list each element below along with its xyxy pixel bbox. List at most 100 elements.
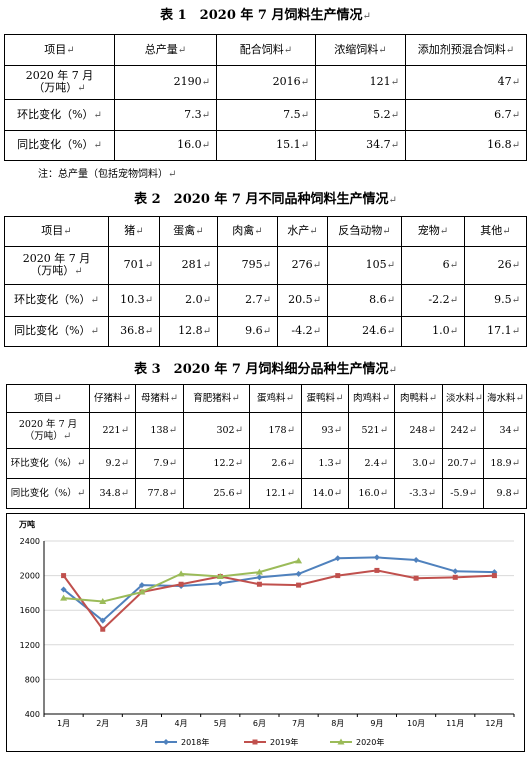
data-point-2018年 <box>452 568 459 575</box>
table1: 项目↵ 总产量↵ 配合饲料↵ 浓缩饲料↵ 添加剂预混合饲料↵ 2020 年 7 月（万吨）… <box>4 34 527 161</box>
legend-label: 2019年 <box>270 737 298 747</box>
data-point-2019年 <box>61 573 67 579</box>
data-point-2019年 <box>374 567 380 573</box>
table3-value-cell: 3.0↵ <box>394 448 443 479</box>
table3-value-cell: 93↵ <box>301 412 349 449</box>
table3-value-cell: 138↵ <box>135 412 184 449</box>
table3-value-cell: 12.2↵ <box>183 448 250 479</box>
table3-value-cell: 248↵ <box>394 412 443 449</box>
table2-title: 表 2 2020 年 7 月不同品种饲料生产情况↵ <box>134 192 397 207</box>
table2-header-cell: 肉禽↵ <box>217 216 278 247</box>
table3-value-cell: 221↵ <box>89 412 136 449</box>
table2-row-label: 同比变化（%）↵ <box>4 316 109 347</box>
table2-value-cell: 1.0↵ <box>401 316 465 347</box>
data-point-2019年 <box>335 573 341 579</box>
table3-value-cell: 7.9↵ <box>135 448 184 479</box>
table3-value-cell: 521↵ <box>348 412 395 449</box>
y-tick-label: 2400 <box>20 537 40 546</box>
series-line-2018年 <box>62 556 495 622</box>
table1-value-cell: 15.1↵ <box>216 130 316 161</box>
x-tick-label: 1月 <box>57 719 70 728</box>
data-point-2018年 <box>334 555 341 562</box>
table3-row: 同比变化（%）↵ 34.8↵ 77.8↵ 25.6↵ 12.1↵ 14.0↵ 16.0↵ -3… <box>6 478 527 509</box>
table2-value-cell: 20.5↵ <box>277 284 328 317</box>
table1-value-cell: 7.3↵ <box>114 99 217 131</box>
table1-value-cell: 34.7↵ <box>315 130 406 161</box>
table2-header-cell: 反刍动物↵ <box>327 216 402 247</box>
table2-value-cell: -4.2↵ <box>277 316 328 347</box>
table3-header-cell: 淡水料↵ <box>442 384 484 413</box>
table2-value-cell: 701↵ <box>108 246 160 285</box>
table3-value-cell: 1.3↵ <box>301 448 349 479</box>
table2-value-cell: -2.2↵ <box>401 284 465 317</box>
x-tick-label: 5月 <box>214 719 227 728</box>
y-axis-label: 万吨 <box>18 519 35 529</box>
data-point-2019年 <box>178 581 184 587</box>
table1-row-label: 环比变化（%）↵ <box>4 99 115 131</box>
data-point-2019年 <box>296 582 302 588</box>
data-point-2019年 <box>100 626 106 632</box>
table3-value-cell: 34.8↵ <box>89 478 136 509</box>
table3-row-label: 环比变化（%）↵ <box>6 448 90 479</box>
y-tick-label: 400 <box>25 710 40 719</box>
table2-header-cell: 水产↵ <box>277 216 328 247</box>
table1-row: 环比变化（%）↵ 7.3↵ 7.5↵ 5.2↵ 6.7↵ <box>4 99 527 131</box>
table2-value-cell: 795↵ <box>217 246 278 285</box>
table3-value-cell: 20.7↵ <box>442 448 484 479</box>
table3-header-row: 项目↵ 仔猪料↵ 母猪料↵ 育肥猪料↵ 蛋鸡料↵ 蛋鸭料↵ 肉鸡料↵ 肉鸭料↵ 淡水料↵ 海水料↵ <box>6 384 527 413</box>
table3-value-cell: 302↵ <box>183 412 250 449</box>
y-tick-label: 800 <box>25 675 40 684</box>
table2-value-cell: 2.0↵ <box>159 284 218 317</box>
data-point-2018年 <box>373 554 380 561</box>
chart-svg: 万吨 400 800 1200 1600 2000 2400 1月 2月 3月 4月 5月 6月 7月 8月… <box>18 519 515 747</box>
y-tick-label: 2000 <box>20 572 40 581</box>
table2-header-cell: 宠物↵ <box>401 216 465 247</box>
table1-header-cell: 添加剂预混合饲料↵ <box>405 34 527 66</box>
table2-row: 2020 年 7 月（万吨）↵ 701↵ 281↵ 795↵ 276↵ 105↵ 6↵ 26↵ <box>4 246 527 285</box>
legend-marker <box>337 738 345 745</box>
x-tick-label: 8月 <box>331 719 344 728</box>
series-line-2020年 <box>63 559 299 603</box>
table1-value-cell: 2190↵ <box>114 65 217 100</box>
table2-row: 环比变化（%）↵ 10.3↵ 2.0↵ 2.7↵ 20.5↵ 8.6↵ -2.2↵ 9.5↵ <box>4 284 527 317</box>
data-point-2018年 <box>491 569 498 576</box>
table1-header-cell: 总产量↵ <box>114 34 217 66</box>
table1-value-cell: 2016↵ <box>216 65 316 100</box>
data-point-2020年 <box>99 598 107 605</box>
table1-header-cell: 浓缩饲料↵ <box>315 34 406 66</box>
table3-value-cell: -5.9↵ <box>442 478 484 509</box>
table3-value-cell: 9.2↵ <box>89 448 136 479</box>
data-point-2020年 <box>255 568 263 575</box>
table1-header-row: 项目↵ 总产量↵ 配合饲料↵ 浓缩饲料↵ 添加剂预混合饲料↵ <box>4 34 527 66</box>
data-point-2018年 <box>99 617 106 624</box>
x-tick-label: 12月 <box>485 719 503 728</box>
table3: 项目↵ 仔猪料↵ 母猪料↵ 育肥猪料↵ 蛋鸡料↵ 蛋鸭料↵ 肉鸡料↵ 肉鸭料↵ 淡水料↵ 海水料↵… <box>6 384 527 509</box>
data-point-2018年 <box>217 580 224 587</box>
data-point-2019年 <box>413 575 419 581</box>
data-point-2019年 <box>491 573 497 579</box>
table3-value-cell: -3.3↵ <box>394 478 443 509</box>
x-tick-label: 6月 <box>253 719 266 728</box>
table3-value-cell: 16.0↵ <box>348 478 395 509</box>
table1-row-label: 2020 年 7 月（万吨）↵ <box>4 65 115 100</box>
table3-header-cell: 肉鸭料↵ <box>394 384 443 413</box>
table2-value-cell: 24.6↵ <box>327 316 402 347</box>
data-point-2018年 <box>295 570 302 577</box>
production-line-chart: 万吨 400 800 1200 1600 2000 2400 1月 2月 3月 4月 5月 6月 7月 8月… <box>6 513 525 752</box>
y-tick-label: 1200 <box>20 641 40 650</box>
data-point-2018年 <box>256 574 263 581</box>
table3-title: 表 3 2020 年 7 月饲料细分品种生产情况↵ <box>134 362 397 377</box>
table1-note: 注：总产量（包括宠物饲料）↵ <box>38 169 177 180</box>
x-tick-label: 7月 <box>292 719 305 728</box>
table1-row: 同比变化（%）↵ 16.0↵ 15.1↵ 34.7↵ 16.8↵ <box>4 130 527 161</box>
table3-value-cell: 25.6↵ <box>183 478 250 509</box>
data-point-2020年 <box>177 570 185 577</box>
table2-value-cell: 12.8↵ <box>159 316 218 347</box>
table3-row: 2020 年 7 月（万吨）↵ 221↵ 138↵ 302↵ 178↵ 93↵ 521↵ 24… <box>6 412 527 449</box>
legend-label: 2018年 <box>181 737 209 747</box>
table1-row-label: 同比变化（%）↵ <box>4 130 115 161</box>
data-point-2018年 <box>138 582 145 589</box>
table3-value-cell: 34↵ <box>483 412 527 449</box>
table2-value-cell: 6↵ <box>401 246 465 285</box>
data-point-2018年 <box>413 557 420 564</box>
